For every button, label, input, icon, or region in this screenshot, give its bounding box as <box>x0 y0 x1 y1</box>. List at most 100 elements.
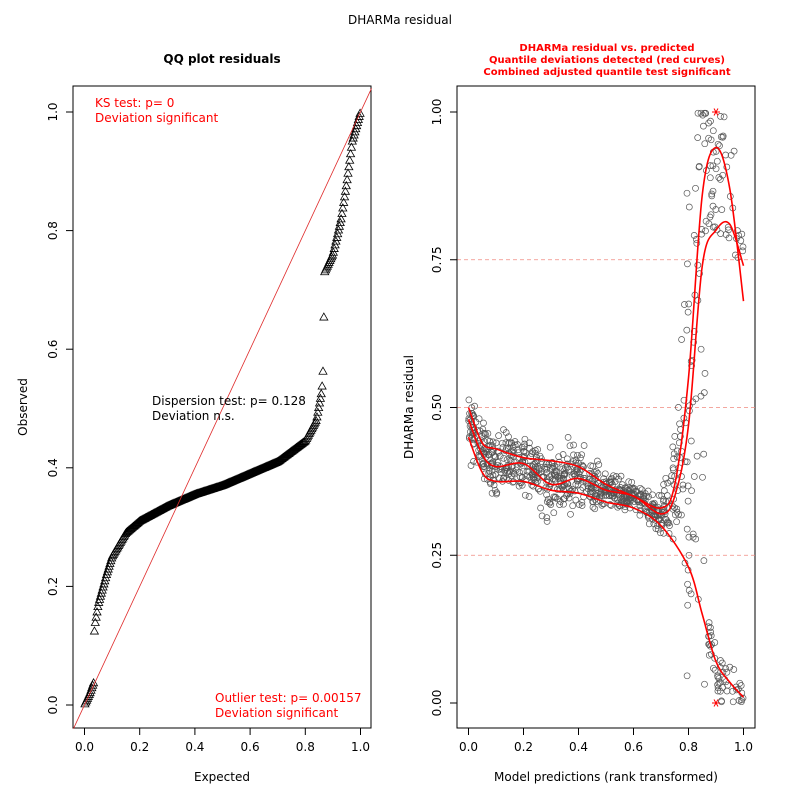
quantile-curve-75 <box>467 146 745 509</box>
rvp-point <box>574 481 582 489</box>
rvp-point <box>485 467 493 475</box>
rvp-point <box>734 227 741 234</box>
qq-point <box>106 555 116 565</box>
qq-point <box>89 626 100 635</box>
qq-point <box>337 208 347 217</box>
rvp-point <box>717 113 724 120</box>
qq-point <box>315 393 326 402</box>
qq-point <box>103 564 113 573</box>
rvp-point <box>722 665 730 672</box>
rvp-outlier-marker <box>712 699 720 707</box>
rvp-point <box>570 441 577 449</box>
rvp-point <box>655 492 663 499</box>
rvp-point <box>538 512 546 520</box>
rvp-point <box>488 489 496 497</box>
rvp-point <box>518 443 526 451</box>
rvp-point <box>508 472 515 480</box>
rvp-point <box>684 308 692 316</box>
rvp-point <box>648 507 656 514</box>
rvp-point <box>724 681 732 689</box>
qq-point <box>348 133 358 142</box>
rvp-x-tick-label: 0.4 <box>569 740 588 754</box>
qq-y-tick-label: 0.0 <box>46 695 60 714</box>
rvp-point <box>678 511 685 519</box>
dispersion-deviation-text: Deviation n.s. <box>152 409 235 423</box>
rvp-point <box>526 444 533 452</box>
rvp-point <box>578 451 586 459</box>
rvp-point <box>665 530 673 537</box>
qq-point <box>349 130 359 139</box>
rvp-point <box>566 442 574 450</box>
rvp-point <box>712 148 720 155</box>
qq-point <box>353 114 364 123</box>
rvp-point <box>700 557 708 564</box>
rvp-point <box>690 232 698 239</box>
rvp-point <box>591 505 599 513</box>
rvp-point <box>645 511 653 519</box>
rvp-point <box>500 454 508 462</box>
rvp-point <box>602 480 610 488</box>
rvp-point <box>738 698 745 706</box>
rvp-point <box>581 474 589 482</box>
rvp-point <box>565 494 573 502</box>
rvp-point <box>528 450 536 458</box>
rvp-point <box>526 439 533 447</box>
rvp-point <box>685 203 693 211</box>
rvp-title-line-2: Quantile deviations detected (red curves… <box>489 55 725 66</box>
rvp-point <box>640 493 647 500</box>
rvp-point <box>709 162 717 170</box>
rvp-point <box>684 580 691 588</box>
qq-point <box>94 594 105 603</box>
rvp-point <box>668 472 676 480</box>
qq-point <box>345 148 356 158</box>
rvp-point <box>726 663 734 671</box>
qq-x-axis-label: Expected <box>194 770 250 784</box>
rvp-point <box>688 487 695 495</box>
rvp-point <box>717 133 725 141</box>
rvp-point <box>739 694 747 702</box>
qq-point <box>351 123 361 133</box>
rvp-point <box>532 453 540 461</box>
rvp-point <box>709 127 717 135</box>
rvp-point <box>708 192 716 200</box>
rvp-point <box>706 174 714 182</box>
rvp-point <box>608 492 616 500</box>
qq-y-tick-label: 1.0 <box>46 102 60 121</box>
rvp-point <box>708 650 715 658</box>
qq-point <box>316 388 326 398</box>
qq-point <box>342 174 352 184</box>
rvp-point <box>500 426 507 433</box>
main-title: DHARMa residual <box>348 13 452 27</box>
qq-point <box>314 398 325 407</box>
rvp-point <box>717 230 724 237</box>
rvp-point <box>669 443 677 451</box>
rvp-point <box>502 445 510 453</box>
rvp-point <box>495 432 502 439</box>
rvp-point <box>697 345 705 353</box>
qq-y-tick-label: 0.8 <box>46 221 60 240</box>
qq-point <box>317 381 327 390</box>
rvp-point <box>606 501 614 508</box>
rvp-point <box>554 495 561 503</box>
rvp-title-line-3: Combined adjusted quantile test signific… <box>483 67 730 78</box>
rvp-point <box>543 491 550 499</box>
rvp-point <box>677 433 684 440</box>
rvp-point <box>584 485 592 493</box>
rvp-point <box>525 468 533 476</box>
rvp-point <box>657 529 664 537</box>
rvp-point <box>692 184 699 192</box>
rvp-point <box>561 471 568 479</box>
rvp-point <box>714 687 722 695</box>
qq-point <box>96 588 107 597</box>
rvp-point <box>563 455 571 463</box>
qq-point <box>347 136 357 145</box>
rvp-point <box>465 396 473 404</box>
rvp-point <box>467 462 475 469</box>
rvp-point <box>683 458 691 466</box>
rvp-point <box>693 452 701 460</box>
qq-point <box>338 197 349 206</box>
rvp-point <box>676 420 683 428</box>
rvp-point <box>689 530 697 538</box>
